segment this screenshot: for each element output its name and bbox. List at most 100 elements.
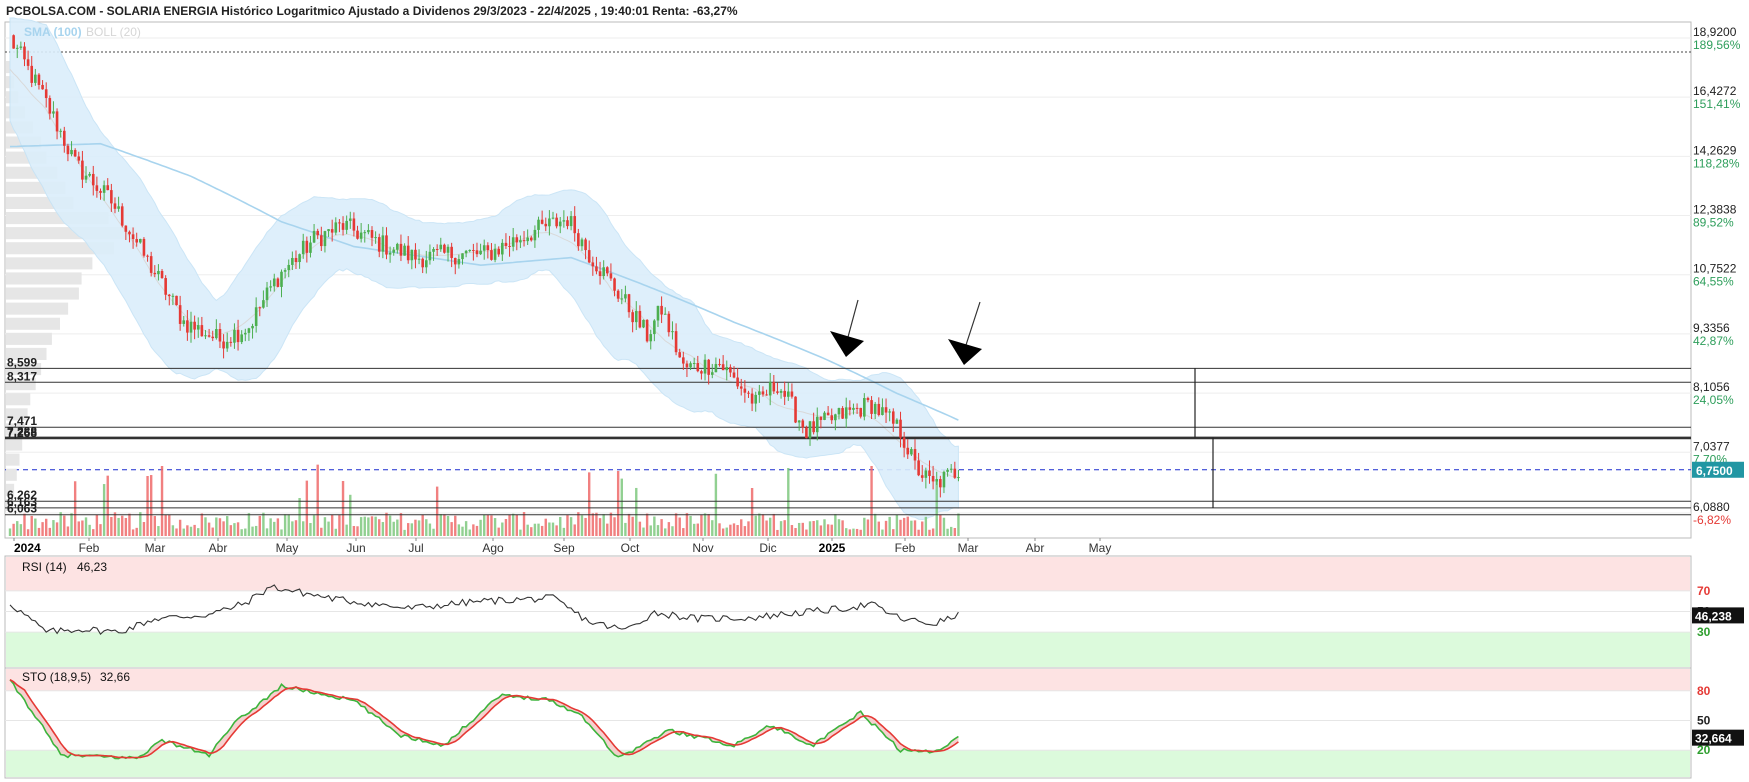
candle-body <box>117 206 120 209</box>
volume-bar <box>501 522 504 536</box>
volume-bar <box>309 523 312 536</box>
candle-body <box>939 479 942 488</box>
volume-bar <box>544 518 547 536</box>
candle-body <box>120 206 124 226</box>
volume-profile-bar <box>6 408 28 421</box>
candle-body <box>258 307 262 309</box>
volume-profile-bar <box>6 438 23 451</box>
volume-bar <box>178 519 182 536</box>
legend-boll: BOLL (20) <box>86 25 141 39</box>
candle-body <box>729 367 732 373</box>
volume-bar <box>566 515 569 536</box>
x-tick-label: May <box>276 541 299 555</box>
candle-body <box>338 222 341 224</box>
volume-bar <box>146 476 149 536</box>
candle-body <box>479 250 482 255</box>
candle-body <box>863 398 866 417</box>
candle-body <box>928 470 931 476</box>
candle-body <box>193 321 196 330</box>
volume-bar <box>577 512 580 536</box>
annotation-arrow-shaft <box>847 299 859 338</box>
volume-bar <box>591 513 595 536</box>
volume-bar <box>490 515 493 536</box>
candle-body <box>225 341 229 349</box>
candle-body <box>182 320 186 324</box>
volume-bar <box>888 516 891 536</box>
candle-body <box>178 305 182 324</box>
candle-body <box>59 130 62 132</box>
volume-bar <box>363 516 366 536</box>
volume-bar <box>392 521 395 536</box>
candle-body <box>609 273 613 279</box>
volume-bar <box>689 515 692 536</box>
candle-body <box>334 222 338 233</box>
volume-bar <box>139 512 142 536</box>
candle-body <box>316 230 319 236</box>
x-tick-label: May <box>1089 541 1112 555</box>
volume-bar <box>193 524 196 536</box>
price-tick-label: 8,1056 <box>1693 380 1730 394</box>
volume-bar <box>700 514 703 536</box>
volume-bar <box>95 514 99 536</box>
volume-bar <box>403 529 406 536</box>
volume-bar <box>204 517 207 536</box>
candle-body <box>656 305 660 321</box>
volume-bar <box>606 523 609 536</box>
volume-bar <box>341 481 345 536</box>
volume-bar <box>16 521 19 536</box>
volume-bar <box>609 512 613 536</box>
volume-bar <box>685 513 689 536</box>
candle-body <box>367 230 370 233</box>
volume-bar <box>254 525 258 536</box>
candle-body <box>486 245 490 251</box>
volume-bar <box>84 517 88 536</box>
volume-bar <box>797 522 801 536</box>
volume-bar <box>457 524 461 536</box>
pct-tick-label: 64,55% <box>1693 275 1734 289</box>
volume-bar <box>117 517 120 536</box>
candle-body <box>497 248 500 255</box>
volume-bar <box>8 528 12 536</box>
candle-body <box>309 242 312 253</box>
volume-bar <box>957 513 960 536</box>
volume-bar <box>783 520 786 536</box>
volume-bar <box>479 519 482 536</box>
candle-body <box>815 416 819 433</box>
volume-bar <box>37 527 41 536</box>
candle-body <box>703 359 707 374</box>
volume-bar <box>334 528 337 536</box>
candle-body <box>175 295 178 306</box>
volume-bar <box>877 521 880 536</box>
volume-bar <box>258 515 261 536</box>
volume-bar <box>88 524 91 536</box>
candle-body <box>761 391 765 395</box>
candle-body <box>902 437 906 448</box>
volume-bar <box>692 523 696 536</box>
candle-body <box>417 258 421 260</box>
candle-body <box>110 190 113 204</box>
volume-bar <box>526 524 529 536</box>
candle-body <box>616 290 620 299</box>
volume-bar <box>881 529 884 536</box>
candle-body <box>30 65 34 83</box>
candle-body <box>207 335 211 337</box>
volume-bar <box>602 514 605 536</box>
candle-body <box>142 238 146 256</box>
volume-bar <box>92 529 95 536</box>
volume-bar <box>616 471 620 536</box>
pct-tick-label: 189,56% <box>1693 38 1741 52</box>
candle-body <box>899 419 902 438</box>
candle-body <box>790 391 794 397</box>
sto-overbought-zone <box>6 669 1690 691</box>
candle-body <box>23 46 26 60</box>
candle-body <box>797 420 801 423</box>
volume-bar <box>588 472 591 536</box>
sma-100-path <box>9 142 959 421</box>
sto-current-label: 32,664 <box>1695 732 1732 746</box>
candle-body <box>671 331 674 333</box>
volume-bar <box>316 464 319 536</box>
volume-bar <box>142 521 146 536</box>
candle-body <box>826 412 830 416</box>
volume-bar <box>55 522 59 536</box>
